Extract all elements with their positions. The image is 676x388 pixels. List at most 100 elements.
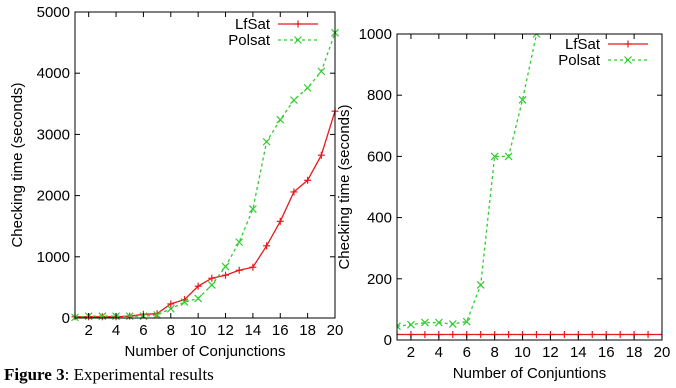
legend-marker-polsat xyxy=(624,56,632,64)
x-tick-label: 20 xyxy=(327,322,344,339)
x-tick-label: 8 xyxy=(167,322,175,339)
data-point-lfsat-11 xyxy=(532,330,540,338)
y-axis-label: Checking time (seconds) xyxy=(9,82,26,247)
data-point-lfsat-19 xyxy=(317,151,325,159)
data-point-polsat-13 xyxy=(235,238,244,247)
y-tick-label: 0 xyxy=(62,310,70,327)
chart-left: 2 4 6 8 10 12 14 16 18 20 0 1000 2000 3000 4000 5000 Num… xyxy=(9,4,343,360)
data-point-polsat-16 xyxy=(276,115,285,124)
series-line-polsat xyxy=(397,34,538,327)
x-axis-label: Number of Conjunctions xyxy=(125,343,286,360)
x-tick-label: 18 xyxy=(626,344,643,361)
y-tick-label: 600 xyxy=(367,148,392,165)
y-axis-label: Checking time (seconds) xyxy=(336,104,353,269)
figure-caption: Figure 3: Experimental results xyxy=(4,365,214,385)
data-point-lfsat-17 xyxy=(616,330,624,338)
legend-marker-polsat-d2 xyxy=(294,36,302,44)
data-point-polsat-17 xyxy=(290,96,298,105)
x-tick-label: 12 xyxy=(542,344,559,361)
data-point-polsat-9-d2 xyxy=(180,298,189,307)
x-tick-label: 18 xyxy=(299,322,316,339)
x-tick-label: 6 xyxy=(139,322,147,339)
data-point-polsat-7 xyxy=(476,280,485,289)
legend-marker-lfsat xyxy=(294,20,302,28)
data-point-polsat-7-d2 xyxy=(153,311,162,319)
data-point-polsat-5-d2 xyxy=(448,320,457,329)
x-tick-label: 12 xyxy=(217,322,234,339)
data-point-lfsat-18 xyxy=(304,176,312,184)
x-tick-label: 20 xyxy=(654,344,671,361)
data-point-polsat-4-d2 xyxy=(434,318,443,327)
data-point-polsat-5 xyxy=(448,320,457,329)
data-point-polsat-1-d1 xyxy=(397,325,401,331)
x-tick-label: 6 xyxy=(463,344,471,361)
plot-frame xyxy=(396,33,663,341)
data-point-polsat-11-d2 xyxy=(532,34,538,38)
y-tick-label: 200 xyxy=(367,271,392,288)
data-point-polsat-7 xyxy=(153,311,162,319)
data-point-polsat-14 xyxy=(248,205,257,213)
x-tick-label: 4 xyxy=(112,322,120,339)
data-point-polsat-3 xyxy=(420,318,429,327)
x-tick-label: 2 xyxy=(407,344,415,361)
data-point-polsat-18 xyxy=(303,83,312,92)
data-point-lfsat-20 xyxy=(658,330,662,338)
data-point-lfsat-15 xyxy=(588,330,596,338)
data-point-polsat-10 xyxy=(194,294,203,303)
data-point-polsat-15-d2 xyxy=(262,137,271,146)
data-point-lfsat-3 xyxy=(421,330,429,338)
data-point-lfsat-9 xyxy=(505,330,513,338)
data-point-polsat-11 xyxy=(207,281,216,289)
y-tick-label: 4000 xyxy=(37,65,70,82)
data-point-lfsat-1 xyxy=(397,330,401,338)
y-tick-label: 1000 xyxy=(37,249,70,266)
data-point-lfsat-13 xyxy=(235,266,243,274)
data-point-polsat-11 xyxy=(532,34,541,38)
plot-area xyxy=(397,34,662,338)
data-point-polsat-6-d2 xyxy=(462,317,471,326)
series-line-lfsat xyxy=(75,110,336,318)
caption-text: : Experimental results xyxy=(64,365,214,384)
data-point-polsat-12-d2 xyxy=(221,262,230,271)
data-point-polsat-9 xyxy=(180,298,189,307)
data-point-polsat-2 xyxy=(407,320,415,329)
data-point-polsat-10-d2 xyxy=(518,95,527,104)
data-point-polsat-8-d2 xyxy=(166,304,175,313)
legend-label-polsat: Polsat xyxy=(558,52,601,69)
y-tick-label: 3000 xyxy=(37,126,70,143)
data-point-polsat-3-d2 xyxy=(420,318,429,327)
plot-area xyxy=(71,28,339,322)
x-tick-label: 14 xyxy=(245,322,262,339)
y-tick-label: 400 xyxy=(367,210,392,227)
data-point-lfsat-14 xyxy=(249,263,257,271)
data-point-polsat-2-d2 xyxy=(407,320,415,329)
x-tick-label: 2 xyxy=(85,322,93,339)
data-point-polsat-4 xyxy=(434,318,443,327)
y-tick-label: 0 xyxy=(384,332,392,349)
data-point-polsat-7-d2 xyxy=(476,280,485,289)
data-point-polsat-1 xyxy=(397,322,401,331)
data-point-lfsat-8 xyxy=(167,300,175,308)
data-point-lfsat-13 xyxy=(560,330,568,338)
data-point-lfsat-16 xyxy=(276,217,284,225)
data-point-polsat-11-d2 xyxy=(207,281,216,289)
data-point-polsat-10-d2 xyxy=(194,294,203,303)
x-tick-label: 14 xyxy=(570,344,587,361)
data-point-lfsat-12 xyxy=(222,271,230,279)
data-point-lfsat-19 xyxy=(644,330,652,338)
data-point-lfsat-17 xyxy=(290,188,298,196)
data-point-lfsat-15 xyxy=(263,242,271,250)
series-line-polsat xyxy=(74,32,336,319)
data-point-lfsat-7 xyxy=(477,330,485,338)
data-point-lfsat-5 xyxy=(449,330,457,338)
data-point-polsat-19 xyxy=(317,67,326,76)
data-point-polsat-9 xyxy=(504,152,513,161)
data-point-polsat-19-d2 xyxy=(317,67,326,76)
caption-label: Figure 3 xyxy=(4,365,65,384)
data-point-polsat-17-d2 xyxy=(290,96,298,105)
plot-frame xyxy=(74,11,336,319)
data-point-polsat-6 xyxy=(462,317,471,326)
data-point-polsat-8 xyxy=(490,152,499,161)
data-point-polsat-16-d2 xyxy=(276,115,285,124)
